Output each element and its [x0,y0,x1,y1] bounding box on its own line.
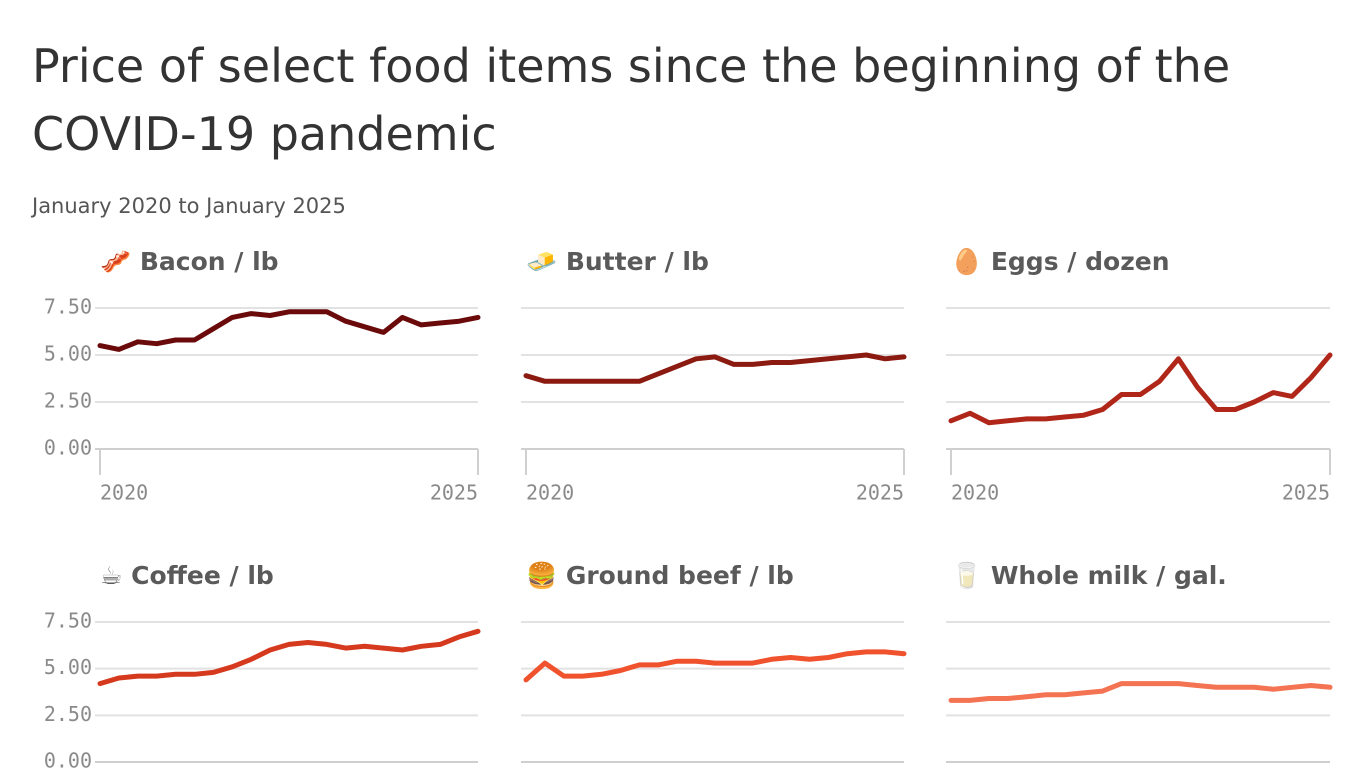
y-tick-label: 5.00 [44,655,92,679]
y-tick-label: 7.50 [44,609,92,633]
line [97,628,481,687]
chart-subtitle: January 2020 to January 2025 [30,194,346,218]
x-tick-label: 2020 [100,481,148,505]
y-tick-label: 0.00 [44,436,92,460]
y-tick-label: 2.50 [44,389,92,413]
x-tick-label: 2020 [951,481,999,505]
panel-title: ☕ Coffee / lb [100,561,274,590]
line [97,309,481,352]
panel-title: 🍔 Ground beef / lb [526,561,794,590]
x-tick-label: 2020 [526,481,574,505]
line [523,352,907,384]
panel-title: 🥓 Bacon / lb [100,247,279,276]
line [948,681,1333,703]
line [523,649,907,683]
y-tick-label: 5.00 [44,342,92,366]
x-tick-label: 2025 [856,481,904,505]
panel-title: 🥛 Whole milk / gal. [951,561,1227,590]
chart-title: Price of select food items since the beg… [32,39,1230,161]
panel-title: 🥚 Eggs / dozen [951,247,1170,276]
line [948,352,1333,426]
y-tick-label: 2.50 [44,702,92,726]
x-tick-label: 2025 [1282,481,1330,505]
panel-title: 🧈 Butter / lb [526,247,709,276]
y-tick-label: 0.00 [44,749,92,768]
x-tick-label: 2025 [430,481,478,505]
y-tick-label: 7.50 [44,295,92,319]
